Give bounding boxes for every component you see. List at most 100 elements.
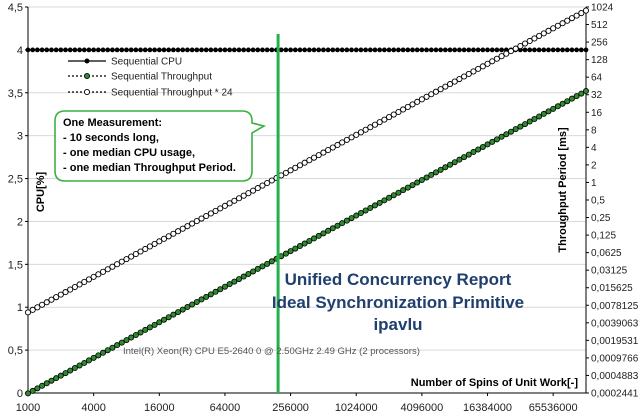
series-point: [57, 291, 64, 298]
series-point: [86, 47, 92, 53]
series-point: [456, 156, 463, 163]
series-point: [123, 337, 130, 344]
series-point: [344, 47, 350, 53]
series-point: [175, 47, 181, 53]
series-point: [179, 225, 186, 232]
right-tick-label: 4: [591, 143, 597, 154]
series-point: [452, 47, 458, 53]
series-point: [404, 184, 411, 191]
series-point: [447, 47, 453, 53]
right-tick-label: 16: [591, 108, 603, 119]
series-point: [531, 116, 538, 123]
series-point: [48, 377, 55, 384]
series-point: [470, 68, 477, 75]
series-point: [254, 265, 261, 272]
series-point: [353, 212, 360, 219]
series-point: [99, 268, 107, 275]
series-point: [203, 293, 210, 300]
series-point: [278, 47, 284, 53]
series-point: [250, 47, 256, 53]
series-point: [62, 370, 69, 377]
series-point: [44, 47, 50, 53]
callout-line: - one median CPU usage,: [63, 147, 195, 159]
series-point: [329, 144, 336, 151]
series-point: [292, 164, 299, 171]
series-point: [485, 47, 490, 53]
series-point: [471, 47, 476, 53]
series-point: [367, 47, 373, 53]
series-point: [475, 47, 481, 53]
right-tick-label: 2: [591, 160, 597, 171]
series-point: [264, 260, 271, 267]
series-point: [48, 296, 55, 303]
series-point: [410, 47, 415, 53]
x-tick-label: 64000: [210, 402, 241, 414]
series-point: [362, 207, 369, 214]
series-point: [461, 73, 468, 80]
series-point: [146, 324, 153, 331]
series-point: [414, 98, 421, 105]
series-point: [390, 111, 397, 118]
series-point: [217, 205, 224, 212]
series-point: [34, 304, 41, 311]
left-tick-label: 1,5: [8, 259, 23, 271]
series-point: [250, 187, 257, 194]
series-point: [146, 243, 153, 250]
series-point: [296, 243, 303, 250]
series-point: [175, 228, 182, 235]
series-point: [217, 286, 224, 293]
series-point: [71, 365, 78, 372]
series-point: [578, 47, 584, 53]
series-point: [498, 53, 505, 60]
series-point: [479, 143, 486, 150]
series-point: [582, 7, 590, 14]
series-point: [357, 210, 364, 217]
series-point: [536, 47, 542, 53]
series-point: [358, 47, 364, 53]
series-point: [39, 301, 46, 308]
series-point: [376, 199, 383, 206]
series-point: [185, 47, 190, 53]
series-point: [532, 47, 537, 53]
series-point: [353, 131, 360, 138]
series-point: [109, 263, 116, 270]
series-point: [30, 47, 36, 53]
series-point: [151, 321, 158, 328]
series-point: [128, 47, 134, 53]
series-point: [175, 309, 182, 316]
series-point: [461, 47, 467, 53]
series-point: [315, 232, 322, 239]
right-tick-label: 256: [591, 38, 608, 49]
series-point: [484, 60, 491, 67]
series-point: [335, 47, 340, 53]
series-point: [221, 283, 228, 290]
series-point: [461, 154, 468, 161]
series-point: [367, 124, 374, 131]
series-point: [114, 342, 121, 349]
series-point: [428, 171, 435, 178]
series-point: [226, 281, 233, 288]
series-point: [522, 47, 528, 53]
series-point: [184, 223, 191, 230]
series-point: [489, 58, 496, 65]
series-point: [90, 273, 97, 280]
series-point: [381, 116, 388, 123]
series-point: [222, 47, 228, 53]
series-point: [546, 47, 551, 53]
series-point: [489, 47, 495, 53]
series-point: [245, 47, 251, 53]
series-point: [470, 149, 477, 156]
series-point: [376, 119, 383, 126]
series-point: [49, 47, 54, 53]
series-point: [320, 230, 327, 237]
series-point: [414, 47, 420, 53]
series-point: [212, 207, 219, 214]
series-point: [573, 12, 580, 19]
series-point: [170, 230, 177, 237]
series-point: [282, 169, 289, 176]
series-point: [400, 106, 407, 113]
series-point: [386, 194, 393, 201]
series-point: [282, 250, 289, 257]
series-point: [110, 47, 115, 53]
left-tick-label: 3,5: [8, 88, 23, 100]
